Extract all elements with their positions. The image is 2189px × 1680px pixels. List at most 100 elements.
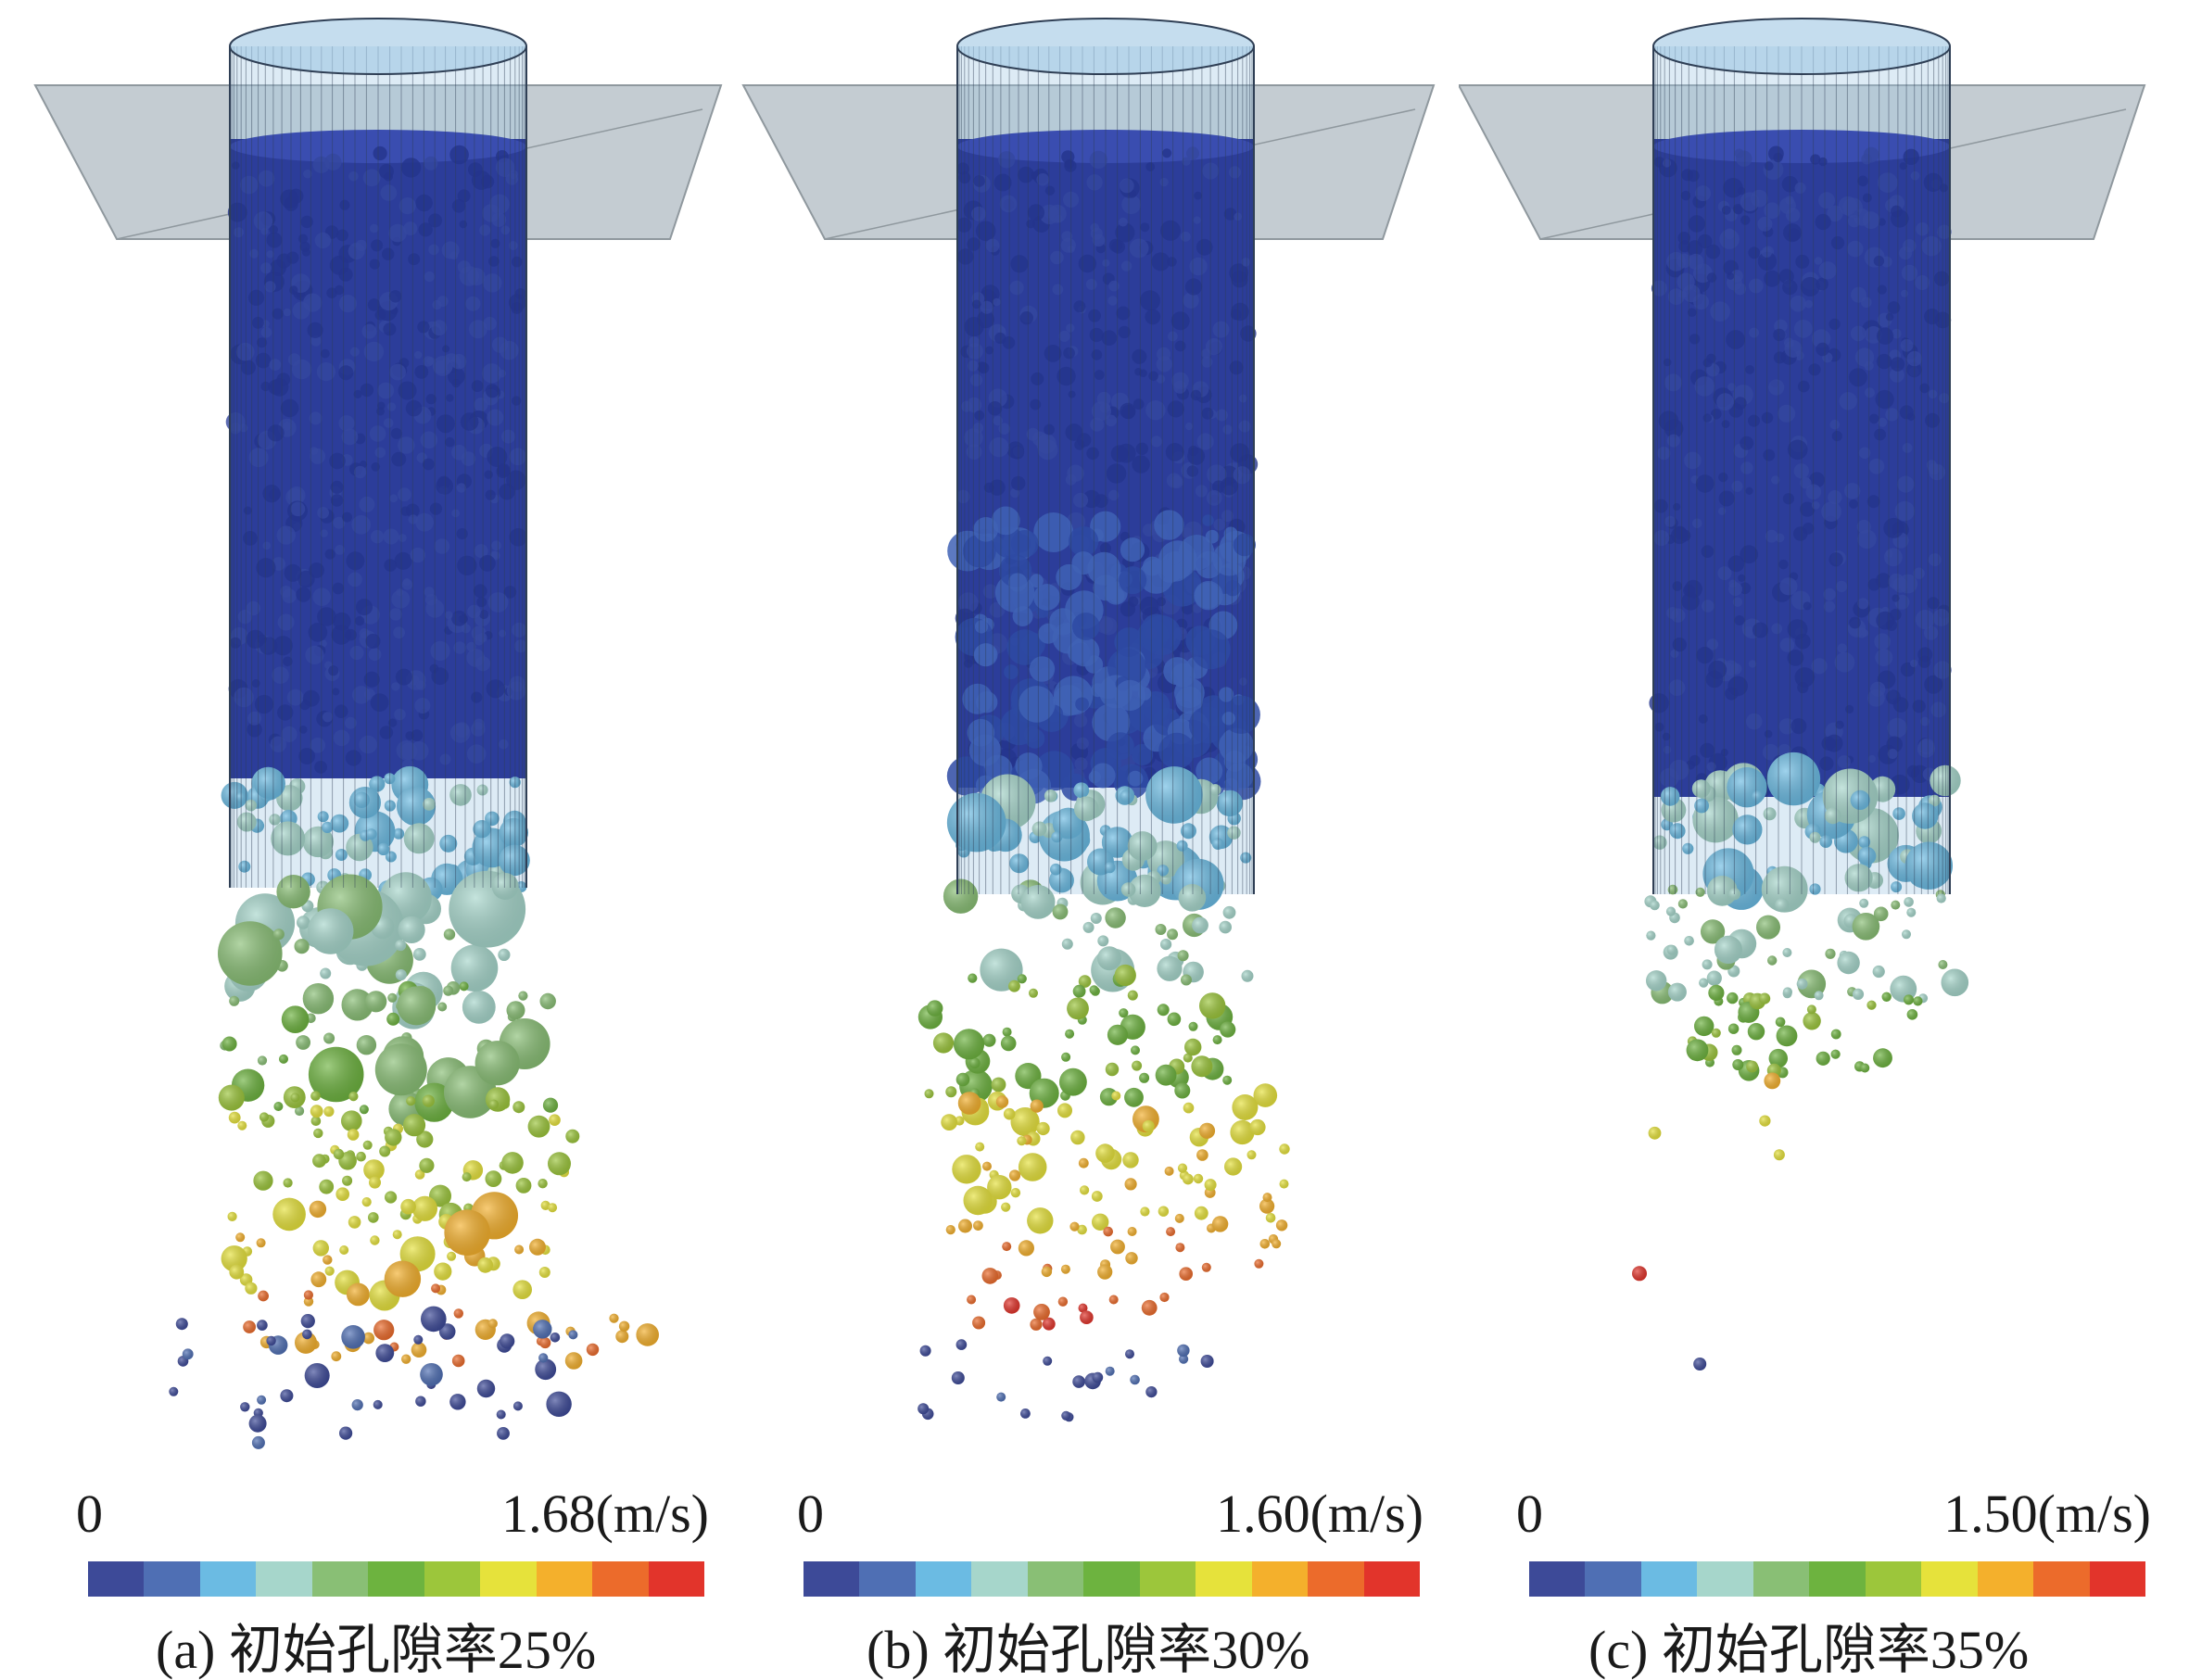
particle-shade [1110,1239,1125,1255]
particle-shade [1158,1206,1170,1217]
packed-particle [345,750,361,766]
packed-particle [487,409,504,426]
packed-particle [322,712,334,723]
particle-shade [1132,1060,1143,1071]
loosened-particle [1224,580,1241,597]
particle-shade [419,1157,435,1173]
packed-particle [1052,284,1064,296]
particle-shade [302,826,334,858]
packed-particle [1031,372,1044,385]
colorbar-segment [424,1561,481,1597]
particle-shade [1000,1035,1017,1052]
packed-particle [1783,223,1802,243]
particle-shade [302,983,335,1015]
packed-particle [1733,205,1743,215]
particle-shade [307,908,354,954]
packed-particle [1837,643,1847,653]
packed-particle [1663,358,1672,367]
packed-particle [1089,327,1104,343]
packed-particle [1730,663,1742,675]
packed-particle [451,509,460,518]
particle-shade [396,787,437,827]
loosened-particle [1025,728,1045,749]
packed-particle [1906,764,1920,778]
packed-particle [341,428,359,446]
particle-shade [1092,1213,1109,1232]
particle-shade [295,1105,305,1117]
particle-shade [996,1392,1006,1402]
particle-shade [353,791,370,808]
loosened-particle [991,506,1020,536]
packed-particle [1671,526,1689,545]
legend-max-value: 1.60 [1216,1484,1310,1544]
packed-particle [1745,486,1753,496]
packed-particle [303,169,312,179]
packed-particle [339,199,350,210]
packed-particle [1932,609,1951,626]
packed-particle [353,389,362,398]
particle-shade [296,1035,310,1050]
particle-shade [384,773,396,785]
particle-shade [1761,865,1808,913]
packed-particle [1170,311,1190,331]
loosened-particle [963,534,996,568]
particle-shade [1052,903,1069,920]
packed-particle [1883,517,1904,538]
packed-particle [506,681,526,701]
particle-shade [395,940,407,952]
particle-shade [1650,900,1660,911]
packed-particle [1903,148,1919,165]
packed-particle [1171,372,1189,390]
particle-shade [221,1245,247,1272]
packed-particle [1132,455,1150,474]
particle-shade [1069,1221,1080,1232]
particle-shade [1145,1386,1158,1398]
packed-particle [380,184,398,201]
packed-particle [400,158,422,178]
packed-particle [460,412,479,431]
particle-shade [1018,1153,1047,1181]
packed-particle [1761,246,1772,258]
packed-particle [390,427,402,439]
particle-shade [975,1142,985,1152]
packed-particle [280,189,299,208]
particle-shade [1176,840,1188,852]
particle-shade [273,1102,284,1111]
loosened-particle [1012,606,1033,626]
packed-particle [227,202,247,222]
packed-particle [1717,566,1732,581]
packed-particle [1750,189,1768,208]
packed-particle [1168,331,1178,342]
particle-shade [1279,1143,1290,1155]
packed-particle [1857,175,1868,187]
packed-particle [395,668,412,686]
particle-shade [1682,842,1694,854]
packed-particle [310,447,319,455]
packed-particle [251,679,260,688]
packed-particle [512,396,522,406]
particle-shade [945,1225,955,1235]
particle-shade [957,1092,981,1115]
loosened-particle [1006,629,1043,665]
particle-shade [943,878,979,914]
packed-particle [1009,487,1020,499]
packed-particle [1687,170,1700,183]
packed-particle [474,544,488,559]
particle-shade [1184,1038,1202,1056]
particle-shade [356,1035,377,1055]
packed-particle [398,436,415,454]
particle-shade [1111,1091,1121,1101]
packed-particle [1867,754,1876,764]
particle-shade [236,812,257,832]
particle-shade [462,991,496,1024]
particle-shade [1216,789,1244,817]
packed-particle [346,551,365,571]
particle-shade [1073,782,1090,799]
packed-particle [1732,597,1743,607]
packed-particle [1654,722,1664,732]
packed-particle [369,223,379,234]
tube-top-rim [956,18,1255,75]
packed-particle [459,220,468,229]
packed-particle [1206,490,1222,506]
particle-shade [397,986,437,1026]
